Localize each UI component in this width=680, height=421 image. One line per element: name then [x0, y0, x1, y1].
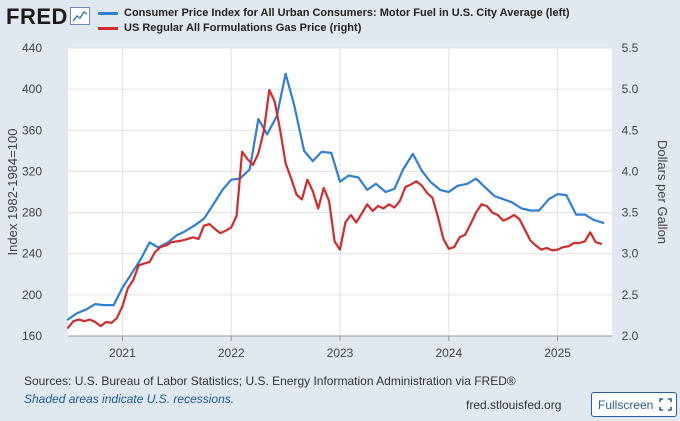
y-tick-right-label: 5.5: [622, 41, 639, 55]
y-axis-left-title: Index 1982-1984=100: [5, 129, 20, 256]
y-tick-right-label: 4.0: [622, 164, 639, 178]
y-tick-right-label: 3.0: [622, 247, 639, 261]
x-tick-label: 2022: [218, 346, 245, 360]
series-layer: [66, 72, 605, 329]
sources-text: Sources: U.S. Bureau of Labor Statistics…: [24, 374, 516, 388]
axes: 160 200 240 280 320 360 400 440 2.0 2.5 3.0 3.5 4.0 4…: [5, 41, 670, 360]
fred-logo[interactable]: FRED: [6, 4, 68, 29]
x-tick-label: 2021: [109, 346, 136, 360]
y-tick-right-label: 3.5: [622, 206, 639, 220]
expand-icon: [659, 398, 672, 411]
x-tick-label: 2024: [435, 346, 462, 360]
y-tick-left-label: 440: [22, 41, 42, 55]
y-tick-left-label: 400: [22, 82, 42, 96]
series-line-cpi-motor-fuel[interactable]: [66, 72, 605, 321]
y-tick-left-label: 160: [22, 329, 42, 343]
y-tick-right-label: 4.5: [622, 123, 639, 137]
legend-swatch-gas: [98, 27, 118, 30]
y-tick-left-label: 240: [22, 247, 42, 261]
y-tick-left-label: 280: [22, 206, 42, 220]
legend-label-gas: US Regular All Formulations Gas Price (r…: [124, 22, 362, 34]
line-graph-icon: [70, 7, 90, 25]
y-tick-left-label: 320: [22, 164, 42, 178]
y-tick-right-label: 2.0: [622, 329, 639, 343]
fullscreen-label: Fullscreen: [598, 398, 654, 412]
legend-label-cpi: Consumer Price Index for All Urban Consu…: [124, 7, 570, 19]
legend-swatch-cpi: [98, 12, 118, 15]
x-tick-label: 2025: [544, 346, 571, 360]
series-line-gas-price[interactable]: [66, 88, 603, 329]
fullscreen-button[interactable]: Fullscreen: [591, 392, 677, 417]
x-tick-label: 2023: [327, 346, 354, 360]
y-axis-right-title: Dollars per Gallon: [655, 140, 670, 244]
y-tick-left-label: 200: [22, 288, 42, 302]
recession-note: Shaded areas indicate U.S. recessions.: [24, 392, 235, 406]
y-tick-left-label: 360: [22, 123, 42, 137]
y-tick-right-label: 5.0: [622, 82, 639, 96]
site-url-link[interactable]: fred.stlouisfed.org: [466, 398, 562, 412]
y-tick-right-label: 2.5: [622, 288, 639, 302]
